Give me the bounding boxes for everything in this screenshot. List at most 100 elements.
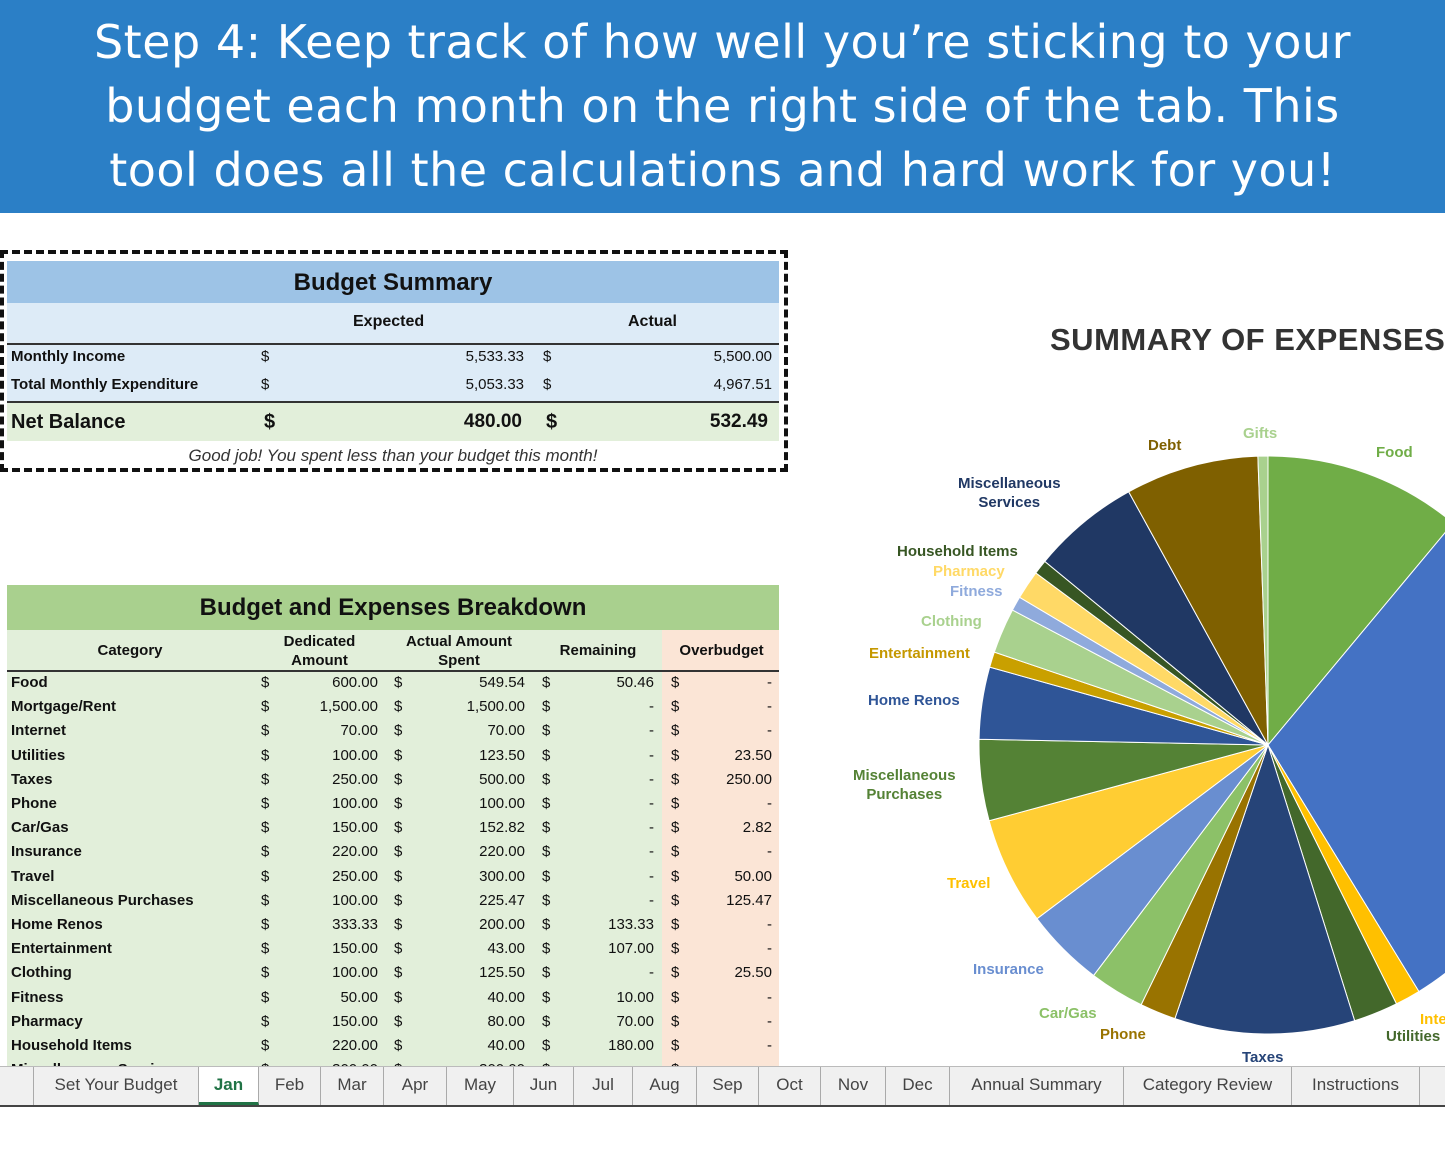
pie-label-car-gas: Car/Gas [1039, 1005, 1097, 1022]
tab-category-review[interactable]: Category Review [1124, 1067, 1292, 1105]
tab-dec[interactable]: Dec [886, 1067, 950, 1105]
currency: $ [261, 891, 270, 909]
summary-row-income[interactable]: Monthly Income $ 5,533.33 $ 5,500.00 [0, 345, 790, 369]
table-row[interactable]: Phone $100.00 $100.00 $ - $ - [0, 792, 790, 816]
actual-value: 4,967.51 [713, 376, 772, 393]
tab-set-your-budget[interactable]: Set Your Budget [34, 1067, 199, 1105]
summary-row-expenditure[interactable]: Total Monthly Expenditure $ 5,053.33 $ 4… [0, 373, 790, 397]
cell-category: Food [11, 674, 48, 691]
cell-actual: 220.00 [479, 843, 525, 861]
pie-label-utilities: Utilities [1386, 1028, 1441, 1045]
pie-label-internet: Internet [1420, 1011, 1445, 1028]
actual-value: 5,500.00 [713, 348, 772, 365]
currency: $ [261, 674, 270, 691]
tab-jan[interactable]: Jan [199, 1067, 259, 1105]
tab-may[interactable]: May [447, 1067, 514, 1105]
cell-category: Fitness [11, 988, 64, 1006]
tab-instructions[interactable]: Instructions [1292, 1067, 1420, 1105]
cell-remaining: - [649, 770, 654, 788]
table-row[interactable]: Fitness $50.00 $40.00 $10.00 $ - [0, 986, 790, 1010]
currency: $ [394, 1012, 403, 1030]
table-row[interactable]: Clothing $100.00 $125.50 $ - $25.50 [0, 961, 790, 985]
tab-annual-summary[interactable]: Annual Summary [950, 1067, 1124, 1105]
cell-remaining: 50.46 [616, 674, 654, 691]
currency: $ [542, 916, 551, 933]
currency: $ [394, 1037, 403, 1054]
currency: $ [542, 795, 551, 812]
cell-overbudget: - [767, 795, 772, 812]
currency: $ [261, 988, 270, 1006]
table-row[interactable]: Internet $70.00 $70.00 $ - $ - [0, 719, 790, 743]
currency: $ [542, 1012, 551, 1030]
cell-overbudget: 250.00 [726, 770, 772, 788]
pie-label-insurance: Insurance [973, 961, 1044, 978]
currency: $ [261, 1037, 270, 1054]
table-row[interactable]: Mortgage/Rent $1,500.00 $1,500.00 $ - $ - [0, 695, 790, 719]
cell-dedicated: 220.00 [332, 843, 378, 861]
banner-line: Step 4: Keep track of how well you’re st… [93, 15, 1351, 69]
currency: $ [264, 411, 276, 433]
currency: $ [542, 964, 551, 982]
currency: $ [671, 1012, 680, 1030]
cell-category: Clothing [11, 964, 72, 982]
currency: $ [394, 722, 403, 740]
table-row[interactable]: Utilities $100.00 $123.50 $ - $23.50 [0, 744, 790, 768]
currency: $ [261, 916, 270, 933]
currency: $ [542, 819, 551, 837]
tab-nov[interactable]: Nov [821, 1067, 886, 1105]
tab-scroll-area[interactable] [0, 1067, 34, 1105]
net-balance-row[interactable]: Net Balance $ 480.00 $ 532.49 [7, 403, 779, 441]
tab-oct[interactable]: Oct [759, 1067, 821, 1105]
currency: $ [671, 867, 680, 885]
cell-category: Insurance [11, 843, 82, 861]
cell-dedicated: 1,500.00 [319, 698, 378, 716]
table-row[interactable]: Household Items $220.00 $40.00 $180.00 $ - [0, 1034, 790, 1058]
pie-label-miscellaneous-services: Miscellaneous Services [958, 475, 1061, 511]
budget-summary-header: Expected Actual [7, 303, 779, 345]
tab-jul[interactable]: Jul [574, 1067, 633, 1105]
cell-actual: 100.00 [479, 795, 525, 812]
table-row[interactable]: Taxes $250.00 $500.00 $ - $250.00 [0, 768, 790, 792]
currency: $ [261, 964, 270, 982]
header-dedicated: Dedicated Amount [283, 633, 356, 669]
tab-apr[interactable]: Apr [384, 1067, 447, 1105]
cell-dedicated: 150.00 [332, 1012, 378, 1030]
tab-aug[interactable]: Aug [633, 1067, 697, 1105]
currency: $ [542, 746, 551, 764]
currency: $ [542, 867, 551, 885]
cell-actual: 225.47 [479, 891, 525, 909]
pie-label-clothing: Clothing [921, 613, 982, 630]
tab-sep[interactable]: Sep [697, 1067, 759, 1105]
budget-summary-body: Monthly Income $ 5,533.33 $ 5,500.00 Tot… [7, 345, 779, 403]
expected-value: 5,053.33 [465, 376, 524, 393]
currency: $ [261, 348, 270, 365]
tab-mar[interactable]: Mar [321, 1067, 384, 1105]
table-row[interactable]: Car/Gas $150.00 $152.82 $ - $2.82 [0, 816, 790, 840]
table-row[interactable]: Travel $250.00 $300.00 $ - $50.00 [0, 865, 790, 889]
cell-overbudget: - [767, 698, 772, 716]
table-row[interactable]: Pharmacy $150.00 $80.00 $70.00 $ - [0, 1010, 790, 1034]
cell-remaining: - [649, 843, 654, 861]
table-row[interactable]: Insurance $220.00 $220.00 $ - $ - [0, 840, 790, 864]
tab-feb[interactable]: Feb [259, 1067, 321, 1105]
pie-label-household-items: Household Items [897, 543, 1018, 560]
table-row[interactable]: Entertainment $150.00 $43.00 $107.00 $ - [0, 937, 790, 961]
pie-slice-mortgage-rent [1267, 531, 1445, 993]
pie-label-food: Food [1376, 444, 1413, 461]
currency: $ [671, 964, 680, 982]
breakdown-header-overbudget-bg [662, 630, 779, 672]
cell-category: Car/Gas [11, 819, 69, 837]
currency: $ [671, 770, 680, 788]
currency: $ [542, 770, 551, 788]
breakdown-title: Budget and Expenses Breakdown [7, 585, 779, 630]
chart-title: SUMMARY OF EXPENSES [1050, 322, 1445, 357]
cell-overbudget: - [767, 988, 772, 1006]
table-row[interactable]: Miscellaneous Purchases $100.00 $225.47 $ - $… [0, 889, 790, 913]
table-row[interactable]: Home Renos $333.33 $200.00 $133.33 $ - [0, 913, 790, 937]
table-row[interactable]: Food $600.00 $549.54 $50.46 $ - [0, 671, 790, 695]
currency: $ [394, 916, 403, 933]
header-overbudget: Overbudget [679, 642, 764, 659]
tab-jun[interactable]: Jun [514, 1067, 574, 1105]
currency: $ [542, 891, 551, 909]
cell-actual: 549.54 [479, 674, 525, 691]
